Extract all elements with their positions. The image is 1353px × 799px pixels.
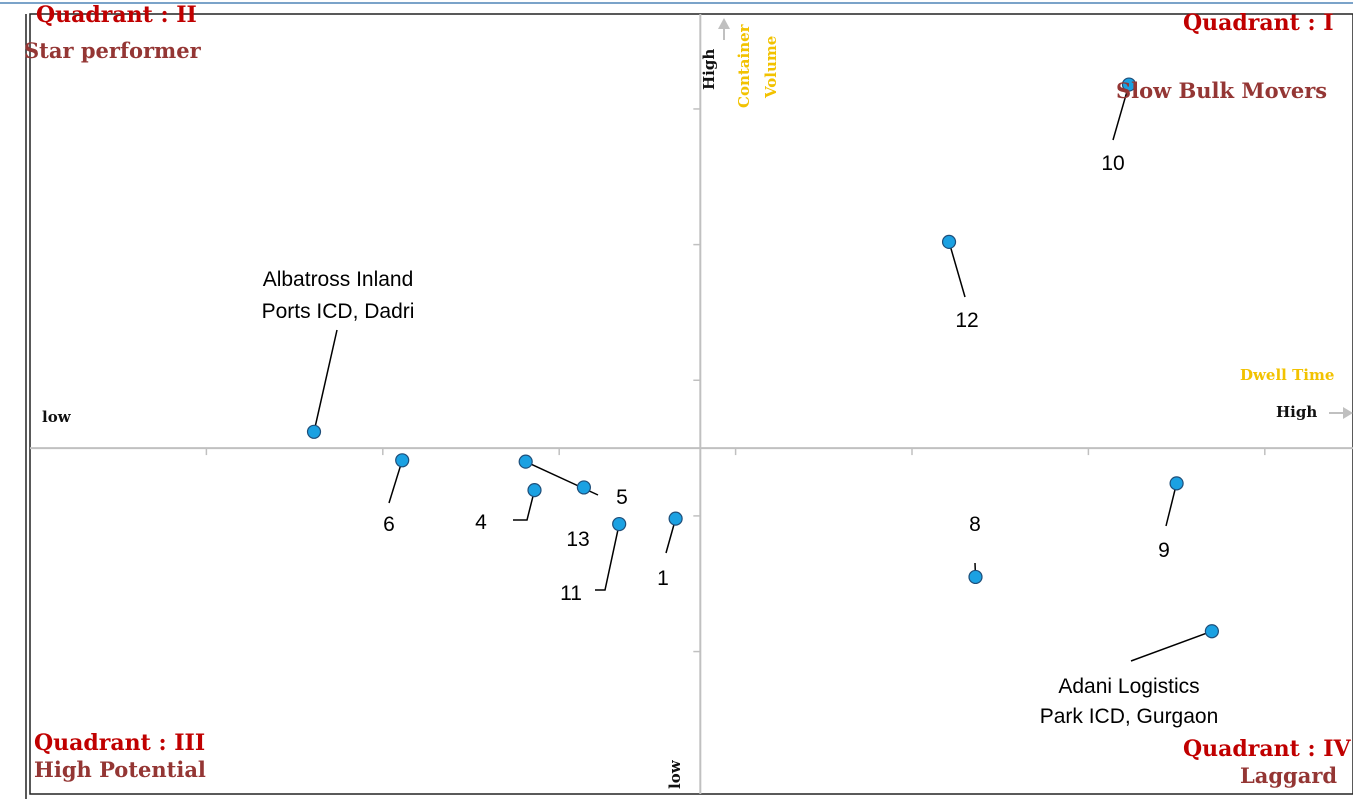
scatter-point	[1204, 624, 1219, 639]
scatter-point	[612, 516, 627, 532]
quadrant-iii-title: Quadrant : III	[34, 730, 206, 756]
leader-line	[1112, 84, 1130, 141]
y-axis-high-label: High	[700, 48, 718, 90]
axes	[30, 14, 1353, 794]
quadrant-ii-title: Quadrant : II	[36, 2, 197, 28]
quadrant-iv-name: Laggard	[1240, 763, 1338, 788]
point-label: 1	[657, 567, 669, 590]
x-axis-name: Dwell Time	[1240, 366, 1335, 384]
point-label: 6	[383, 513, 395, 536]
scatter-point	[1169, 476, 1184, 491]
quadrant-ii-name: Star performer	[24, 38, 201, 63]
x-axis-high-label: High	[1276, 403, 1318, 421]
leader-line	[948, 241, 966, 298]
scatter-point	[306, 424, 322, 439]
y-axis-low-label: low	[666, 760, 684, 789]
y-axis-name-line2: Volume	[762, 35, 780, 98]
leader-line	[388, 460, 403, 504]
scatter-point	[968, 569, 983, 585]
scatter-point	[576, 480, 591, 495]
leader-line	[513, 489, 536, 521]
scatter-point	[395, 453, 410, 468]
point-label: 4	[475, 511, 487, 534]
scatter-point	[1121, 77, 1137, 92]
quadrant-i-title: Quadrant : I	[1183, 10, 1334, 36]
x-axis-arrow-head	[1343, 407, 1353, 419]
quadrant-iv-title: Quadrant : IV	[1183, 736, 1351, 762]
scatter-point	[941, 234, 957, 249]
point-label: 5	[616, 486, 628, 509]
leader-line	[313, 329, 338, 432]
y-axis-arrow-head	[718, 18, 730, 29]
scatter-point	[527, 483, 542, 498]
point-label: 12	[955, 309, 978, 332]
point-label: 8	[969, 513, 981, 536]
leader-line	[1130, 630, 1213, 662]
leader-line	[1165, 483, 1178, 527]
point-label: Albatross Inland Ports ICD, Dadri	[262, 268, 415, 323]
y-axis-name-line1: Container	[735, 24, 753, 108]
quadrant-i-name: Slow Bulk Movers	[1116, 78, 1328, 103]
point-label: 11	[560, 582, 582, 605]
scatter-point	[668, 511, 683, 526]
scatter-point	[518, 454, 533, 469]
quadrant-iii-name: High Potential	[34, 757, 206, 782]
points-layer: Albatross Inland Ports ICD, Dadri65413111…	[262, 77, 1219, 728]
plot-frame	[29, 13, 1353, 795]
point-label: Adani Logistics Park ICD, Gurgaon	[1040, 675, 1219, 728]
leader-line	[595, 523, 620, 591]
x-axis-low-label: low	[42, 408, 71, 426]
point-label: 10	[1101, 152, 1124, 175]
point-label: 9	[1158, 539, 1170, 562]
point-label: 13	[566, 528, 589, 551]
